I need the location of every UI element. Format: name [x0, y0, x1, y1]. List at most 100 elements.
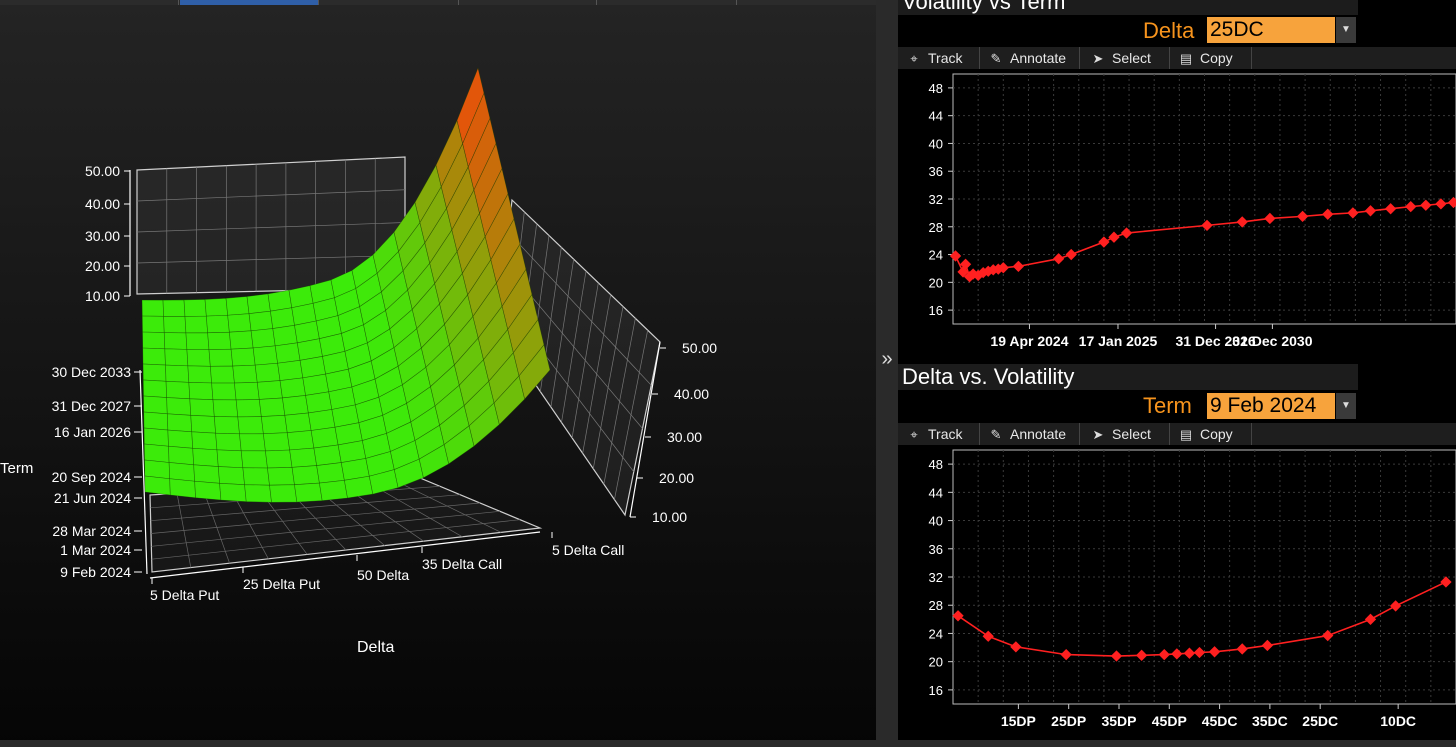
toolbar-annotate-button[interactable]: ✎ Annotate	[980, 423, 1080, 445]
toolbar-button-zoom[interactable]	[458, 0, 597, 5]
wall-grid	[136, 254, 406, 264]
surface-cell	[187, 365, 212, 384]
term-tick-label: 9 Feb 2024	[60, 564, 131, 580]
surface-cell	[163, 332, 188, 350]
surface-cell	[212, 399, 239, 418]
surface-cell	[217, 466, 245, 486]
surface-cell	[162, 299, 186, 317]
toolbar-copy-button[interactable]: ▤ Copy	[1170, 47, 1252, 69]
delta-dropdown-icon[interactable]: ▼	[1336, 17, 1356, 43]
surface-cell	[274, 342, 301, 364]
surface-3d-panel[interactable]: 10.00 20.00 30.00 40.00 50.00 10.00 20.00 30.00…	[0, 0, 877, 747]
data-point[interactable]	[1420, 199, 1432, 211]
crosshair-icon: ⌖	[910, 427, 918, 442]
toolbar-select-button[interactable]: ➤ Select	[1082, 47, 1170, 69]
surface-cell	[258, 397, 286, 417]
surface-cell	[143, 427, 169, 447]
term-selector[interactable]: 9 Feb 2024	[1207, 393, 1335, 419]
panel2-title: Delta vs. Volatility	[898, 364, 1358, 390]
data-point[interactable]	[1447, 196, 1456, 209]
pencil-icon: ✎	[990, 51, 1002, 66]
y-tick-label: 20	[929, 275, 943, 290]
surface-cell	[207, 331, 232, 350]
toolbar-select-button[interactable]: ➤ Select	[1082, 423, 1170, 445]
surface-cell	[194, 480, 222, 501]
surface-cell	[183, 299, 207, 317]
volatility-vs-term-chart[interactable]: 16 20 24 28 32 36 40 44 48 19 Apr 2024 17 Jan 2025…	[898, 70, 1456, 360]
surface-cell	[144, 459, 171, 480]
surface-cell	[227, 313, 252, 333]
collapse-arrow-icon[interactable]: »	[881, 348, 893, 370]
x-tick-label: 19 Apr 2024	[990, 333, 1068, 349]
term-dropdown-icon[interactable]: ▼	[1336, 393, 1356, 419]
delta-vs-volatility-chart[interactable]: 16 20 24 28 32 36 40 44 48 15DP 25DP 35DP 45DP 45DC 35…	[898, 446, 1456, 740]
panel-splitter[interactable]: »	[876, 0, 898, 747]
surface-cell	[344, 475, 374, 499]
toolbar-track-button[interactable]: ⌖ Track	[898, 423, 980, 445]
y-tick-label: 32	[929, 570, 943, 585]
term-axis-title: Term	[0, 460, 33, 477]
data-point[interactable]	[1135, 649, 1148, 661]
x-tick-label: 15DP	[1001, 713, 1036, 729]
toolbar-button-view[interactable]	[0, 0, 179, 5]
surface-cell	[219, 482, 247, 502]
data-point[interactable]	[1158, 648, 1170, 661]
surface-cell	[142, 379, 167, 398]
y-tick-label: 24	[929, 626, 943, 641]
surface-cell	[232, 364, 258, 384]
x-tick-label: 10DC	[1380, 713, 1416, 729]
vol-tick-label: 20.00	[85, 258, 120, 274]
data-point[interactable]	[1389, 600, 1402, 612]
delta-axis-title: Delta	[357, 639, 394, 656]
surface-cell	[141, 315, 165, 333]
toolbar-button-rotate[interactable]	[180, 0, 319, 5]
surface-cell	[270, 307, 295, 329]
data-point[interactable]	[952, 610, 964, 622]
data-point[interactable]	[1364, 613, 1377, 625]
data-point[interactable]	[1347, 207, 1359, 219]
surface-3d-chart[interactable]: 10.00 20.00 30.00 40.00 50.00 10.00 20.00 30.00…	[0, 0, 876, 747]
data-point[interactable]	[1322, 629, 1334, 642]
surface-cell	[165, 364, 190, 383]
data-point[interactable]	[1010, 641, 1022, 653]
surface-cell	[188, 382, 214, 401]
toolbar-annotate-button[interactable]: ✎ Annotate	[980, 47, 1080, 69]
surface-cell	[143, 443, 170, 463]
term-tick-label: 31 Dec 2027	[52, 398, 132, 414]
surface-cell	[142, 331, 166, 350]
data-point[interactable]	[1384, 203, 1397, 215]
data-point[interactable]	[1435, 198, 1447, 210]
vol-tick-label: 40.00	[85, 196, 120, 212]
surface-cell	[282, 395, 309, 416]
data-point[interactable]	[1322, 208, 1334, 220]
delta-selector[interactable]: 25DC	[1207, 17, 1335, 43]
surface-cell	[192, 447, 219, 467]
term-tick-label: 20 Sep 2024	[52, 469, 132, 485]
vol-tick-label: 20.00	[659, 470, 694, 486]
surface-cell	[250, 328, 276, 349]
wall-grid	[136, 222, 406, 233]
surface-cell	[252, 345, 278, 366]
panel1-title: Volatility vs Term	[898, 0, 1358, 15]
toolbar-track-button[interactable]: ⌖ Track	[898, 47, 980, 69]
surface-cell	[167, 429, 194, 449]
toolbar-copy-button[interactable]: ▤ Copy	[1170, 423, 1252, 445]
data-point[interactable]	[1364, 205, 1377, 217]
y-tick-label: 44	[929, 485, 943, 500]
term-tick-label: 16 Jan 2026	[54, 424, 131, 440]
data-point[interactable]	[1060, 648, 1072, 661]
surface-cell	[256, 380, 283, 400]
y-tick-label: 40	[929, 514, 943, 529]
data-point[interactable]	[1261, 639, 1274, 652]
data-point[interactable]	[1052, 253, 1065, 265]
surface-cell	[189, 398, 215, 417]
term-tick-label: 21 Jun 2024	[54, 490, 131, 506]
data-point[interactable]	[1201, 219, 1213, 232]
surface-cell	[237, 416, 264, 435]
surface-cell	[206, 314, 230, 334]
data-point[interactable]	[1264, 212, 1276, 225]
data-point[interactable]	[1171, 648, 1183, 660]
panel1-selector-label: Delta	[1143, 18, 1195, 43]
toolbar-button-flat[interactable]	[596, 0, 737, 5]
toolbar-button-pan[interactable]	[318, 0, 459, 5]
